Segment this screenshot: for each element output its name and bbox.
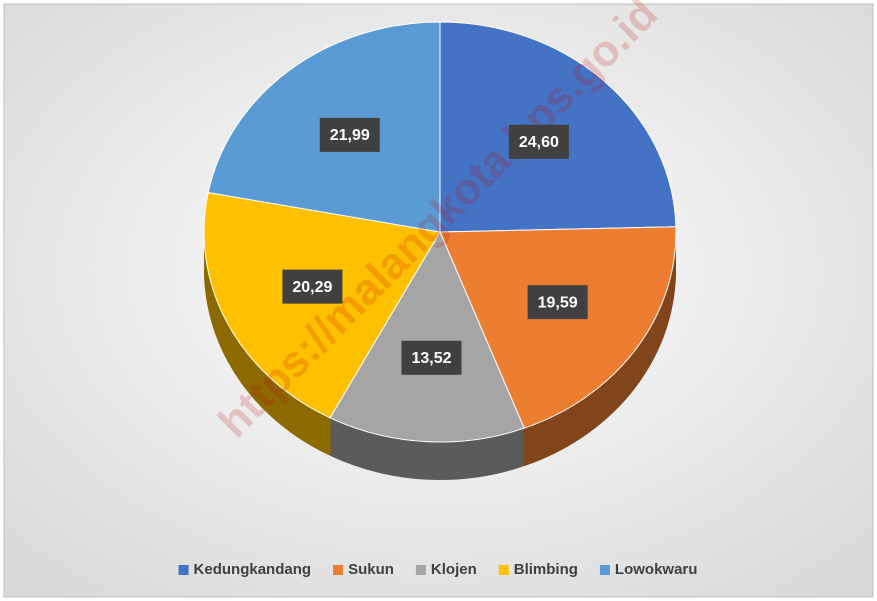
legend-label: Blimbing — [514, 561, 578, 578]
data-label: 20,29 — [292, 279, 332, 296]
slice — [203, 191, 441, 419]
legend-label: Klojen — [431, 561, 477, 578]
data-label: 13,52 — [411, 350, 451, 367]
legend-swatch — [599, 565, 610, 575]
legend: Kedungkandang Sukun Klojen Blimbing Lowokwar… — [178, 561, 698, 578]
legend-swatch — [498, 565, 509, 575]
data-label: 19,59 — [538, 294, 578, 311]
legend-swatch — [333, 565, 344, 575]
pie — [203, 21, 677, 481]
legend-swatch — [178, 565, 189, 575]
labels: 24,60 19,59 13,52 20,29 21,99 — [282, 117, 588, 375]
data-label: 24,60 — [519, 134, 559, 151]
label-box — [401, 340, 462, 375]
data-label: 21,99 — [330, 127, 370, 144]
label-box — [282, 269, 343, 304]
slice — [439, 226, 677, 429]
legend-label: Sukun — [348, 561, 394, 578]
legend-swatch — [415, 565, 426, 575]
label-box — [508, 124, 569, 159]
slice — [329, 230, 525, 443]
label-box — [319, 117, 380, 152]
legend-label: Lowokwaru — [615, 561, 698, 578]
legend-label: Kedungkandang — [194, 561, 312, 578]
label-box — [527, 285, 588, 320]
